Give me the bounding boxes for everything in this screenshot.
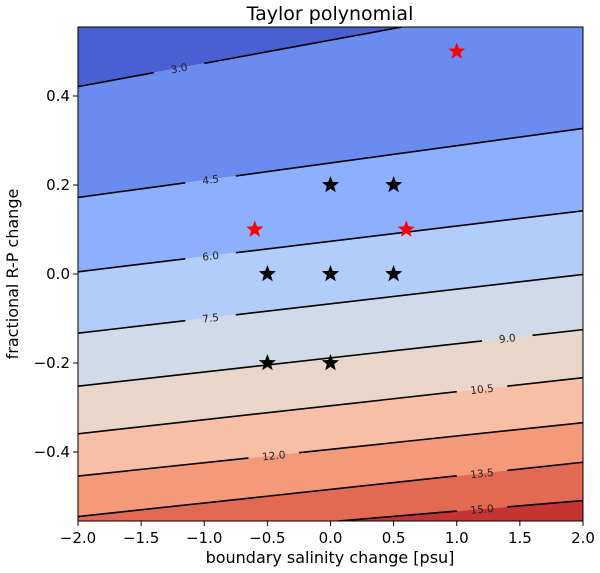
contour-band — [78, 377, 583, 477]
x-tick-label: 0.0 — [319, 529, 343, 547]
x-tick-label: 1.0 — [445, 529, 469, 547]
x-tick-label: −1.5 — [123, 529, 159, 547]
contour-line — [78, 71, 154, 88]
contour-lines — [78, 27, 583, 521]
contour-line — [338, 510, 457, 521]
x-tick-label: −1.0 — [186, 529, 222, 547]
contour-band — [78, 128, 583, 272]
y-tick-label: −0.2 — [34, 354, 70, 372]
contour-line — [78, 475, 457, 518]
x-tick-label: 1.5 — [508, 529, 532, 547]
contour-line — [78, 457, 249, 477]
sample-points — [246, 42, 466, 371]
y-axis: −0.4 −0.2 0.0 0.2 0.4 — [34, 87, 78, 461]
contour-line — [78, 258, 186, 273]
x-axis-label: boundary salinity change [psu] — [206, 548, 455, 567]
contour-line — [507, 376, 583, 387]
star-marker-red — [246, 220, 264, 237]
contour-label: 4.5 — [202, 173, 220, 187]
x-tick-label: −0.5 — [249, 529, 285, 547]
x-tick-label: 0.5 — [382, 529, 406, 547]
star-marker-black — [321, 265, 340, 282]
contour-band — [78, 422, 583, 517]
contour-line — [298, 421, 583, 454]
contour-labels: 3.0 4.5 6.0 7.5 9.0 10.5 12.0 13.5 15.0 — [170, 62, 516, 517]
contour-line — [507, 461, 583, 472]
contour-line — [78, 319, 186, 334]
contour-band — [78, 500, 583, 521]
star-marker-black — [321, 354, 340, 371]
contour-line — [507, 499, 583, 508]
star-marker-black — [321, 176, 340, 193]
contour-line — [235, 273, 583, 316]
contour-bands — [78, 27, 583, 521]
contour-label: 13.5 — [470, 467, 495, 481]
contour-line — [204, 27, 402, 65]
star-marker-black — [385, 176, 403, 193]
y-tick-label: 0.4 — [46, 87, 70, 105]
contour-label: 9.0 — [498, 332, 516, 346]
contour-label: 15.0 — [470, 503, 494, 517]
x-tick-label: −2.0 — [60, 529, 96, 547]
x-axis: −2.0 −1.5 −1.0 −0.5 0.0 0.5 1.0 1.5 2.0 — [60, 521, 595, 547]
contour-label: 10.5 — [470, 383, 495, 398]
star-marker-red — [397, 220, 415, 237]
contour-label: 12.0 — [262, 449, 287, 463]
contour-line — [78, 340, 483, 387]
contour-band — [78, 27, 583, 87]
contour-label: 3.0 — [170, 62, 189, 77]
contour-line — [532, 328, 583, 337]
chart-title: Taylor polynomial — [246, 3, 414, 25]
star-marker-black — [258, 265, 276, 282]
contour-band — [78, 274, 583, 387]
contour-line — [78, 182, 186, 199]
y-axis-label: fractional R-P change — [3, 189, 22, 360]
star-marker-red — [448, 42, 466, 59]
star-marker-black — [258, 354, 276, 371]
contour-band — [78, 462, 583, 521]
contour-line — [78, 390, 457, 435]
contour-label: 7.5 — [202, 312, 220, 326]
contour-band — [78, 27, 583, 198]
star-marker-black — [385, 265, 403, 282]
contour-label: 6.0 — [202, 250, 220, 264]
x-tick-label: 2.0 — [571, 529, 595, 547]
y-tick-label: 0.0 — [46, 265, 70, 283]
contour-line — [235, 127, 583, 177]
contour-band — [78, 329, 583, 434]
y-tick-label: 0.2 — [46, 176, 70, 194]
y-tick-label: −0.4 — [34, 443, 70, 461]
